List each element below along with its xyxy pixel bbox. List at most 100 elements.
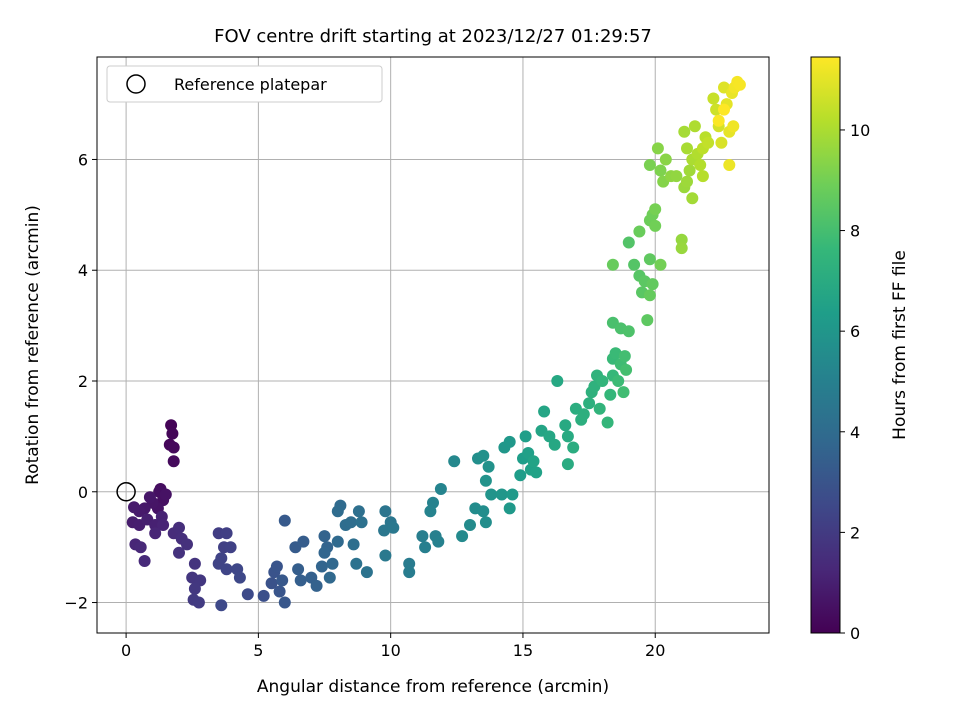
scatter-point [596, 375, 609, 387]
scatter-point [167, 441, 180, 454]
scatter-point [485, 488, 498, 501]
scatter-point [181, 538, 193, 551]
scatter-point [707, 92, 720, 105]
y-tick-label: 2 [78, 372, 88, 391]
y-tick-label: 4 [78, 261, 88, 280]
scatter-point [482, 460, 495, 473]
scatter-point [654, 258, 667, 271]
scatter-point [683, 164, 696, 177]
scatter-point [675, 233, 688, 246]
scatter-point [318, 546, 331, 559]
scatter-point [326, 557, 339, 570]
scatter-point [612, 375, 625, 387]
colorbar-tick-label: 8 [850, 222, 860, 241]
scatter-point [159, 488, 172, 501]
scatter-point [416, 530, 429, 543]
colorbar-tick-label: 2 [850, 523, 860, 542]
scatter-point [448, 455, 461, 468]
scatter-point [530, 466, 543, 479]
scatter-point [643, 253, 656, 266]
scatter-point [265, 577, 278, 590]
scatter-point [646, 278, 659, 291]
scatter-point [559, 419, 572, 432]
x-tick-label: 0 [121, 641, 131, 660]
scatter-point [315, 560, 328, 573]
scatter-point [379, 549, 392, 562]
scatter-point [352, 505, 365, 518]
scatter-point [387, 521, 400, 534]
y-axis-label: Rotation from reference (arcmin) [23, 205, 43, 485]
legend: Reference platepar [106, 65, 383, 103]
scatter-point [643, 159, 656, 171]
scatter-point [681, 142, 693, 155]
scatter-point [654, 164, 667, 177]
scatter-point [503, 502, 516, 515]
legend-marker [126, 74, 146, 94]
scatter-point [167, 455, 180, 468]
scatter-point [659, 153, 672, 166]
grid [97, 57, 769, 633]
scatter-point [270, 560, 283, 573]
y-tick-label: 0 [78, 483, 88, 502]
scatter-point [323, 571, 336, 584]
colorbar-gradient [810, 56, 841, 634]
scatter-point [641, 314, 654, 327]
plot-area [97, 57, 769, 633]
scatter-point [675, 242, 688, 255]
scatter-point [233, 571, 246, 584]
scatter-point [347, 538, 360, 551]
scatter-point [617, 386, 630, 399]
scatter-point [601, 416, 614, 429]
scatter-point [670, 170, 683, 183]
scatter-point [686, 192, 699, 205]
scatter-point [618, 350, 631, 363]
scatter-point [173, 521, 185, 534]
scatter-point [479, 474, 492, 487]
colorbar-label: Hours from first FF file [890, 250, 910, 440]
scatter-point [538, 405, 551, 418]
legend-box [106, 65, 383, 103]
scatter-point [220, 527, 233, 540]
plot-frame [96, 56, 770, 634]
reference-platepar-marker [116, 482, 136, 502]
scatter-point [712, 114, 725, 127]
scatter-point [331, 505, 344, 518]
scatter-point [527, 455, 540, 468]
scatter-point [224, 541, 237, 554]
scatter-point [514, 469, 527, 482]
scatter-point [628, 258, 641, 271]
scatter-point [506, 488, 519, 501]
colorbar-tick-label: 4 [850, 423, 860, 442]
scatter-point [567, 441, 580, 454]
x-axis-ticks: 0 5 10 15 20 [121, 633, 665, 660]
scatter-point [157, 519, 170, 531]
scatter-point [188, 557, 201, 570]
scatter-point [278, 514, 291, 527]
scatter-point [138, 555, 151, 567]
chart-title: FOV centre drift starting at 2023/12/27 … [214, 26, 652, 47]
scatter-point [345, 516, 357, 529]
scatter-point [294, 574, 307, 587]
scatter-point [378, 524, 391, 537]
scatter-point [424, 505, 437, 518]
scatter-point [434, 483, 447, 495]
scatter-point [715, 136, 728, 149]
y-axis-ticks: −2 0 2 4 6 [64, 150, 97, 613]
scatter-point [134, 541, 147, 554]
scatter-point [477, 449, 490, 462]
scatter-point [727, 120, 740, 133]
y-tick-label: 6 [78, 150, 88, 169]
scatter-point [257, 589, 270, 602]
scatter-point [519, 430, 532, 443]
x-tick-label: 10 [380, 641, 400, 660]
scatter-point [166, 427, 179, 440]
scatter-point [678, 125, 691, 138]
scatter-point [215, 599, 228, 612]
legend-entry: Reference platepar [174, 75, 327, 94]
scatter-point [643, 289, 656, 302]
x-axis-label: Angular distance from reference (arcmin) [257, 677, 609, 697]
scatter-point [583, 397, 596, 410]
scatter-point [350, 557, 363, 570]
scatter-point [456, 530, 469, 543]
scatter-point [688, 120, 701, 133]
